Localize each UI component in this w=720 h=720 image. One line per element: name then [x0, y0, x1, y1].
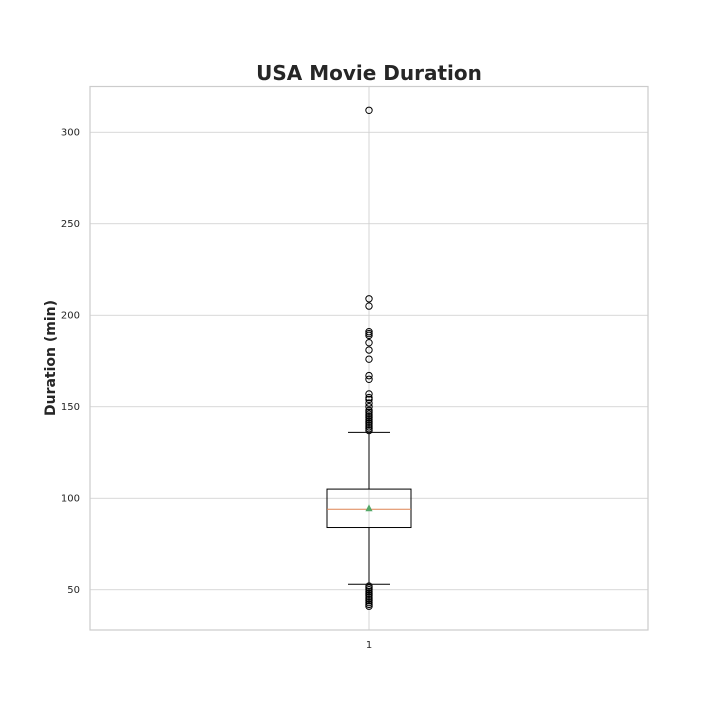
outlier-point [365, 582, 373, 590]
outlier-point [365, 371, 373, 380]
outlier-point [365, 406, 373, 415]
mean-marker [365, 504, 373, 512]
iqr-box [326, 488, 412, 529]
y-tick-label: 300 [61, 128, 80, 139]
outlier-point [365, 302, 373, 310]
outlier-point [365, 106, 373, 114]
y-tick-label: 250 [61, 219, 80, 230]
y-tick-label: 150 [61, 402, 80, 413]
outlier-point [365, 346, 373, 354]
y-tick-label: 200 [61, 311, 80, 322]
outlier-point [365, 399, 373, 407]
outlier-point [365, 393, 373, 402]
chart-title: USA Movie Duration [256, 61, 482, 85]
y-tick-label: 100 [61, 494, 80, 505]
outlier-point [365, 390, 373, 398]
outlier-point [365, 355, 373, 363]
outlier-point [365, 403, 373, 411]
outlier-point [365, 295, 373, 303]
box-layer [326, 106, 412, 610]
outlier-point [365, 328, 373, 336]
plot-frame [89, 85, 649, 631]
outlier-point [365, 375, 373, 383]
x-tick-label: 1 [366, 640, 372, 651]
tick-layer: 50 100 150 200 250 300 1 [61, 128, 372, 651]
y-tick-label: 50 [67, 585, 80, 596]
y-axis-label: Duration (min) [43, 300, 59, 416]
outlier-point [365, 338, 373, 347]
